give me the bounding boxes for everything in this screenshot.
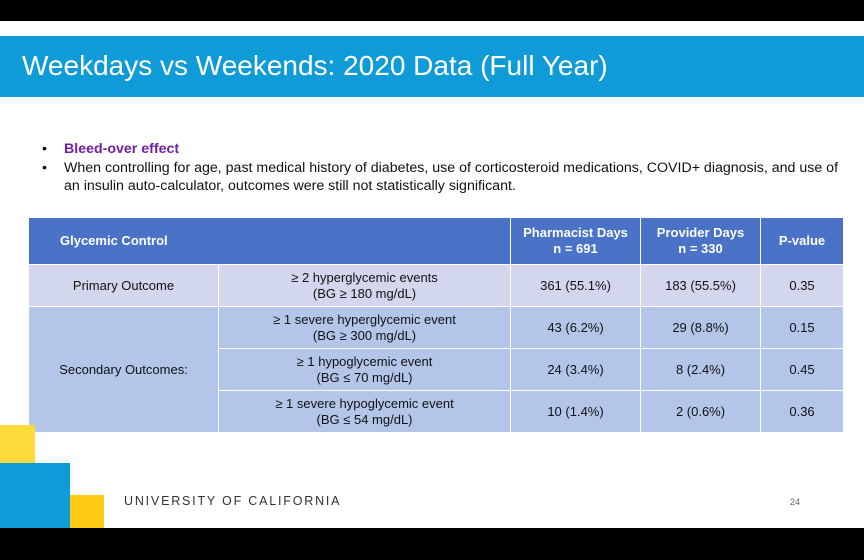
event-criteria: (BG ≥ 300 mg/dL) [312, 327, 417, 343]
event-label: ≥ 1 severe hypoglycemic event [275, 395, 454, 411]
bullet-item-bleed-over: • Bleed-over effect [42, 140, 842, 159]
event-cell: ≥ 1 severe hypoglycemic event (BG ≤ 54 m… [217, 390, 512, 433]
pharmacist-value: 24 (3.4%) [510, 348, 642, 391]
table-row: Secondary Outcomes: ≥ 1 severe hyperglyc… [28, 306, 845, 433]
group-primary-outcome: Primary Outcome [28, 264, 219, 307]
table-row: ≥ 1 hypoglycemic event (BG ≤ 70 mg/dL) 2… [29, 348, 845, 391]
table-header-row: Glycemic Control Pharmacist Days n = 691… [27, 217, 845, 265]
group-secondary-outcomes: Secondary Outcomes: [28, 306, 219, 433]
title-bar: Weekdays vs Weekends: 2020 Data (Full Ye… [0, 36, 864, 97]
pharmacist-value: 43 (6.2%) [510, 306, 642, 349]
decorative-blue-block [0, 463, 70, 528]
header-pharmacist-label: Pharmacist Days [523, 225, 628, 240]
header-provider-n: n = 330 [678, 241, 723, 256]
table-row: Primary Outcome ≥ 2 hyperglycemic events… [28, 264, 845, 307]
event-label: ≥ 1 severe hyperglycemic event [273, 311, 456, 327]
header-p-value: P-value [760, 217, 845, 265]
header-pharmacist-n: n = 691 [553, 241, 598, 256]
bullet-text: When controlling for age, past medical h… [64, 159, 839, 195]
p-value: 0.36 [760, 390, 845, 433]
provider-value: 183 (55.5%) [640, 264, 762, 307]
event-cell: ≥ 2 hyperglycemic events (BG ≥ 180 mg/dL… [217, 264, 512, 307]
event-criteria: (BG ≥ 180 mg/dL) [312, 285, 417, 301]
page-number: 24 [790, 497, 801, 507]
bullet-list: • Bleed-over effect • When controlling f… [42, 140, 842, 196]
provider-value: 29 (8.8%) [640, 306, 762, 349]
provider-value: 2 (0.6%) [640, 390, 762, 433]
decorative-yellow-block [0, 425, 35, 463]
slide: Weekdays vs Weekends: 2020 Data (Full Ye… [0, 21, 864, 528]
header-glycemic-control: Glycemic Control [27, 217, 512, 265]
event-criteria: (BG ≤ 54 mg/dL) [316, 411, 413, 427]
footer-university-name: UNIVERSITY OF CALIFORNIA [124, 494, 342, 508]
header-provider-label: Provider Days [656, 225, 745, 240]
bullet-marker: • [42, 159, 47, 176]
event-criteria: (BG ≤ 70 mg/dL) [316, 369, 413, 385]
event-label: ≥ 2 hyperglycemic events [291, 269, 438, 285]
pharmacist-value: 10 (1.4%) [510, 390, 642, 433]
bullet-text: Bleed-over effect [64, 141, 180, 157]
decorative-gold-block [70, 495, 104, 528]
event-cell: ≥ 1 hypoglycemic event (BG ≤ 70 mg/dL) [217, 348, 512, 391]
header-provider-days: Provider Days n = 330 [640, 217, 762, 265]
p-value: 0.45 [760, 348, 845, 391]
p-value: 0.15 [760, 306, 845, 349]
slide-title: Weekdays vs Weekends: 2020 Data (Full Ye… [22, 50, 608, 81]
bullet-marker: • [42, 141, 47, 157]
glycemic-control-table: Glycemic Control Pharmacist Days n = 691… [27, 217, 845, 433]
header-pharmacist-days: Pharmacist Days n = 691 [510, 217, 642, 265]
bullet-item-controlling: • When controlling for age, past medical… [42, 159, 842, 196]
event-cell: ≥ 1 severe hyperglycemic event (BG ≥ 300… [217, 306, 512, 349]
pharmacist-value: 361 (55.1%) [510, 264, 642, 307]
table-row: ≥ 1 severe hypoglycemic event (BG ≤ 54 m… [29, 390, 845, 433]
provider-value: 8 (2.4%) [640, 348, 762, 391]
event-label: ≥ 1 hypoglycemic event [296, 353, 433, 369]
p-value: 0.35 [760, 264, 845, 307]
